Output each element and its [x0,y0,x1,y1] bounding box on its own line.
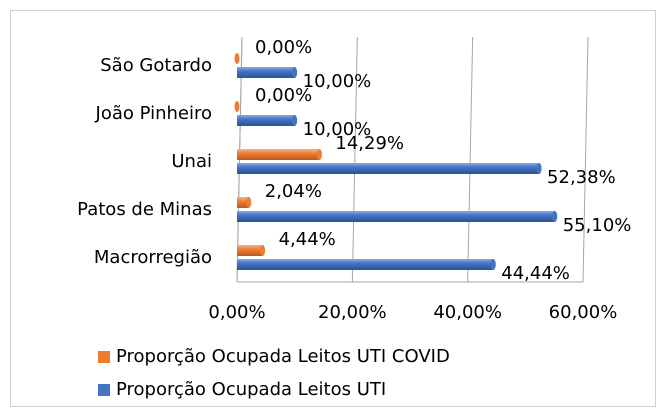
legend-swatch [98,384,110,396]
grid-line [582,36,589,283]
data-label: 44,44% [501,263,570,284]
data-label: 10,00% [303,71,372,92]
y-tick-label: Unai [171,151,212,172]
grid-line [467,36,474,283]
bar-cap [260,245,266,256]
bar-cap [292,115,298,126]
chart-border [10,10,656,407]
data-label: 0,00% [255,37,312,58]
x-tick-label: 0,00% [208,302,265,323]
legend-label: Proporção Ocupada Leitos UTI [116,379,386,400]
bar [237,197,249,208]
bar-cap [234,101,240,112]
bar [237,163,540,174]
y-tick-label: Patos de Minas [77,199,212,220]
bar [237,149,320,160]
y-tick-label: São Gotardo [100,55,212,76]
grid-line [351,36,358,283]
bar [237,245,263,256]
data-label: 0,00% [255,85,312,106]
legend-label: Proporção Ocupada Leitos UTI COVID [116,346,450,367]
data-label: 10,00% [303,119,372,140]
data-label: 2,04% [265,181,322,202]
data-label: 4,44% [279,229,336,250]
data-label: 52,38% [547,167,616,188]
y-tick-label: João Pinheiro [95,103,212,124]
bar-cap [246,197,252,208]
bar-cap [490,259,496,270]
legend-swatch [98,351,110,363]
bar [237,259,494,270]
bar-cap [292,67,298,78]
bar-cap [316,149,322,160]
bar [237,67,295,78]
x-tick-label: 60,00% [549,302,618,323]
bar [237,211,555,222]
data-label: 55,10% [563,215,632,236]
bar [237,115,295,126]
y-tick-label: Macrorregião [94,247,212,268]
bar-cap [234,53,240,64]
bar-cap [536,163,542,174]
bar-cap [552,211,558,222]
data-label: 14,29% [335,133,404,154]
x-tick-label: 20,00% [318,302,387,323]
x-tick-label: 40,00% [433,302,502,323]
